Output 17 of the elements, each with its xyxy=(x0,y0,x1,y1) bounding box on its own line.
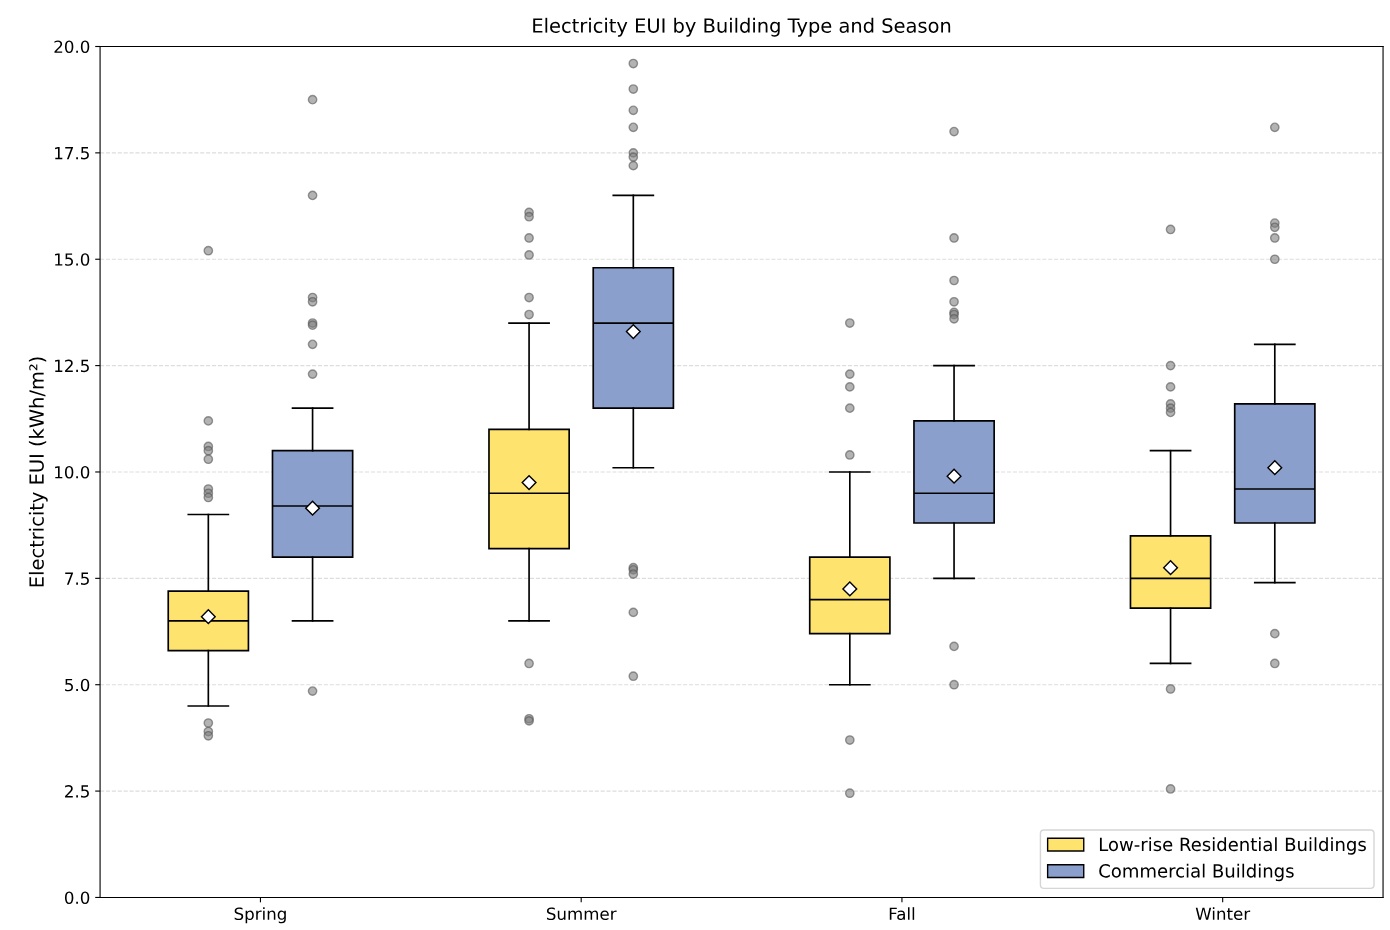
y-tick-label: 10.0 xyxy=(55,465,90,479)
x-tick-label: Winter xyxy=(1195,907,1251,921)
x-tick-label: Spring xyxy=(234,907,286,924)
chart-title: Electricity EUI by Building Type and Season xyxy=(533,17,951,37)
y-tick-label: 20.0 xyxy=(54,40,90,54)
legend-label: Commercial Buildings xyxy=(1099,863,1294,882)
y-tick-label: 12.5 xyxy=(55,359,89,373)
y-tick-label: 7.5 xyxy=(65,572,89,585)
y-tick-label: 17.5 xyxy=(55,147,89,160)
y-tick-label: 5.0 xyxy=(65,678,90,692)
y-tick-label: 0.0 xyxy=(64,891,90,905)
x-tick-label: Summer xyxy=(546,907,617,921)
y-tick-label: 2.5 xyxy=(65,785,89,798)
legend-label: Low-rise Residential Buildings xyxy=(1099,837,1366,855)
y-axis-title: Electricity EUI (kWh/m²) xyxy=(28,357,48,587)
y-tick-label: 15.0 xyxy=(55,253,90,266)
x-tick-label: Fall xyxy=(889,907,915,921)
